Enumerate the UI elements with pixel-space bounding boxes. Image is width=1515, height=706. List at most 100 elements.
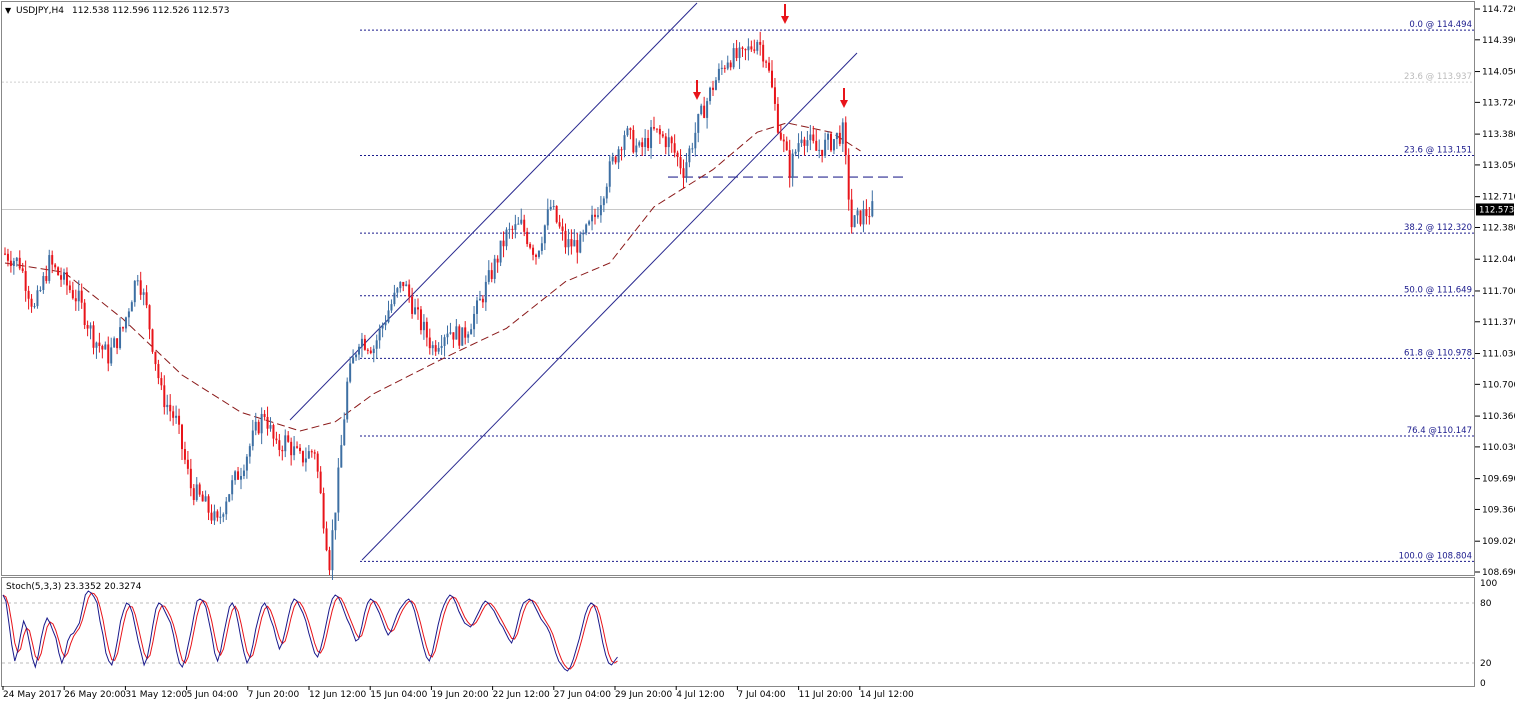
candle-body: [490, 270, 493, 279]
candle-body: [299, 447, 301, 452]
candle-body: [263, 413, 266, 417]
candle-body: [803, 139, 806, 146]
candle-body: [555, 205, 558, 223]
candle-body: [596, 215, 599, 217]
candle-body: [496, 258, 499, 263]
candle-body: [346, 381, 349, 420]
candle-body: [549, 206, 552, 210]
down-arrow-icon: [840, 100, 848, 108]
stoch-level-label: 20: [1480, 659, 1492, 669]
time-tick-label: 29 Jun 20:00: [615, 690, 672, 700]
candle-body: [260, 413, 263, 434]
candle-body: [602, 198, 605, 206]
fib-level-label: 76.4 @110.147: [1407, 426, 1472, 436]
candle-body: [355, 354, 358, 358]
candle-body: [738, 47, 741, 59]
candle-body: [647, 138, 650, 148]
candle-body: [42, 276, 45, 291]
candle-body: [124, 317, 127, 329]
candle-body: [195, 484, 198, 500]
candle-body: [487, 270, 490, 282]
candle-body: [408, 284, 411, 297]
candle-body: [304, 458, 307, 463]
candle-body: [166, 404, 169, 408]
candle-body: [198, 484, 201, 495]
candle-body: [240, 476, 242, 480]
candle-body: [726, 62, 729, 69]
moving-average: [4, 122, 861, 432]
candle-body: [27, 290, 30, 299]
candle-body: [89, 325, 92, 329]
candle-body: [682, 168, 685, 178]
candle-body: [641, 142, 644, 147]
candle-body: [301, 451, 304, 463]
candle-body: [635, 145, 638, 153]
fib-level-label: 50.0 @ 111.649: [1404, 286, 1472, 296]
candle-body: [266, 416, 269, 429]
candle-body: [685, 162, 688, 178]
candle-body: [293, 446, 296, 456]
candle-body: [15, 257, 18, 262]
candle-body: [352, 357, 355, 364]
candle-body: [307, 451, 310, 459]
candle-body: [638, 142, 641, 146]
fib-level-label: 0.0 @ 114.494: [1409, 20, 1472, 30]
candle-body: [478, 298, 481, 301]
candle-body: [608, 161, 611, 187]
candle-body: [700, 105, 703, 115]
candle-body: [502, 240, 505, 247]
candle-body: [225, 501, 228, 515]
candle-body: [163, 385, 166, 408]
candle-body: [414, 307, 417, 314]
time-tick-label: 7 Jul 04:00: [737, 690, 786, 700]
candle-body: [614, 156, 617, 163]
candle-body: [579, 234, 582, 253]
fib-level-label: 100.0 @ 108.804: [1399, 551, 1472, 561]
candle-body: [830, 133, 832, 151]
price-tick-label: 112.040: [1482, 255, 1515, 265]
candle-body: [228, 494, 231, 502]
candle-body: [476, 300, 478, 314]
candle-body: [815, 140, 818, 151]
stoch-main-line: [2, 590, 618, 672]
candle-body: [470, 329, 473, 335]
candle-body: [216, 511, 219, 518]
candle-body: [594, 214, 596, 217]
down-arrow-icon: [693, 92, 701, 100]
ghost-fib-label: 23.6 @ 113.937: [1404, 72, 1472, 82]
candle-body: [372, 348, 375, 354]
price-tick-label: 108.690: [1482, 568, 1515, 578]
symbol-dropdown-icon[interactable]: ▼: [5, 6, 12, 15]
candle-body: [428, 337, 431, 349]
candle-body: [688, 148, 691, 163]
price-tick-label: 114.390: [1482, 36, 1515, 46]
price-tick-label: 112.710: [1482, 193, 1515, 203]
candle-body: [800, 139, 803, 144]
candle-body: [661, 134, 664, 137]
channel-upper-line: [289, 2, 698, 421]
price-axis: 114.720 114.390 114.050 113.720 113.380 113.0…: [1475, 5, 1515, 578]
candle-body: [422, 321, 425, 331]
price-tick-label: 111.700: [1482, 287, 1515, 297]
candle-body: [248, 446, 251, 457]
candle-body: [245, 456, 248, 471]
candle-body: [287, 435, 290, 442]
candle-body: [4, 253, 6, 255]
candle-body: [402, 281, 405, 287]
candle-body: [824, 139, 827, 156]
candle-body: [269, 425, 272, 429]
candle-body: [856, 210, 859, 216]
candle-body: [116, 338, 119, 349]
candle-body: [735, 48, 738, 59]
chart-ohlc: 112.538 112.596 112.526 112.573: [72, 6, 229, 16]
candle-body: [673, 143, 676, 153]
candle-body: [434, 345, 437, 352]
candle-body: [611, 156, 614, 162]
price-tick-label: 113.050: [1482, 161, 1515, 171]
candle-body: [24, 271, 27, 291]
chart-symbol: USDJPY,H4: [16, 6, 64, 16]
candle-body: [30, 298, 33, 307]
candle-body: [650, 127, 653, 148]
candle-body: [570, 239, 573, 247]
time-tick-label: 7 Jun 20:00: [248, 690, 300, 700]
